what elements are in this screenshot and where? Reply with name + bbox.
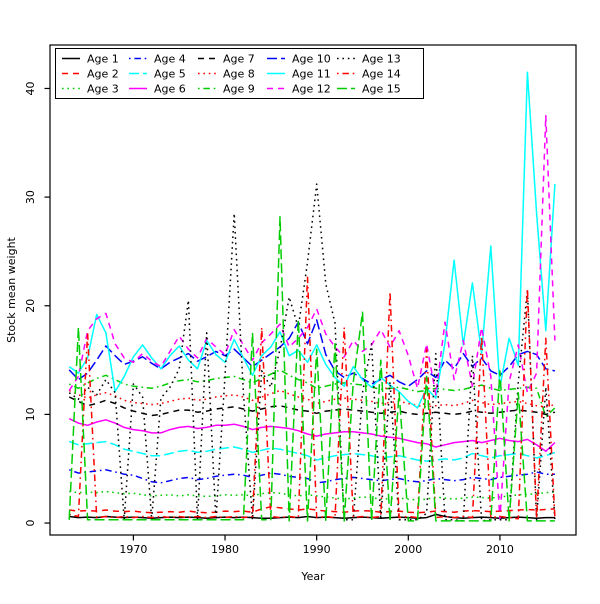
y-tick-label: 30 [24,190,37,204]
legend-label: Age 13 [362,53,401,66]
legend-item-age-1: Age 1 [62,53,119,66]
series-line-age-14 [69,275,556,520]
legend-item-age-2: Age 2 [62,68,119,81]
legend-item-age-11: Age 11 [267,68,331,81]
y-tick-label: 0 [24,520,37,527]
legend-label: Age 5 [154,68,186,81]
legend-item-age-9: Age 9 [198,83,255,96]
legend-item-age-8: Age 8 [198,68,255,81]
series-line-age-5 [68,440,556,462]
legend-label: Age 7 [223,53,255,66]
series-line-age-4 [68,469,555,484]
legend: Age 1 Age 2 Age 3 Age 4 Age 5 Age 6 Age 7 Age 8… [55,48,424,99]
x-tick-label: 2000 [394,543,422,556]
legend-item-age-3: Age 3 [62,83,119,96]
legend-label: Age 14 [362,68,401,81]
legend-label: Age 3 [87,83,119,96]
legend-label: Age 9 [223,83,255,96]
legend-item-age-5: Age 5 [129,68,186,81]
legend-label: Age 12 [292,83,331,96]
x-axis-title: Year [300,570,325,583]
legend-border [55,48,424,99]
series-line-age-12 [68,114,556,520]
series-line-age-3 [69,490,555,501]
y-axis-title: Stock mean weight [5,236,18,342]
legend-label: Age 4 [154,53,186,66]
y-tick-label: 20 [24,299,37,313]
legend-label: Age 6 [154,83,186,96]
y-tick-label: 10 [24,407,37,421]
series-line-age-15 [68,215,555,522]
x-tick-label: 1970 [119,543,147,556]
legend-label: Age 10 [292,53,331,66]
series-line-age-9 [68,369,556,418]
legend-item-age-14: Age 14 [337,68,401,81]
legend-item-age-4: Age 4 [129,53,186,66]
legend-label: Age 2 [87,68,119,81]
legend-item-age-12: Age 12 [267,83,331,96]
legend-item-age-13: Age 13 [337,53,401,66]
legend-item-age-15: Age 15 [337,83,401,96]
legend-label: Age 15 [362,83,401,96]
series-line-age-11 [68,71,556,409]
x-tick-label: 1980 [211,543,239,556]
series-line-age-2 [69,506,555,514]
x-tick-label: 1990 [303,543,331,556]
legend-label: Age 1 [87,53,119,66]
y-tick-label: 40 [24,81,37,95]
legend-label: Age 8 [223,68,255,81]
legend-item-age-6: Age 6 [129,83,186,96]
plot-area: 1970 1980 1990 2000 2010 0 10 20 30 40 [24,44,577,556]
series-line-age-13 [68,183,556,522]
legend-item-age-10: Age 10 [267,53,331,66]
x-tick-label: 2010 [486,543,514,556]
legend-item-age-7: Age 7 [198,53,255,66]
plot-border [49,44,577,536]
series-line-age-10 [68,319,556,387]
legend-label: Age 11 [292,68,331,81]
